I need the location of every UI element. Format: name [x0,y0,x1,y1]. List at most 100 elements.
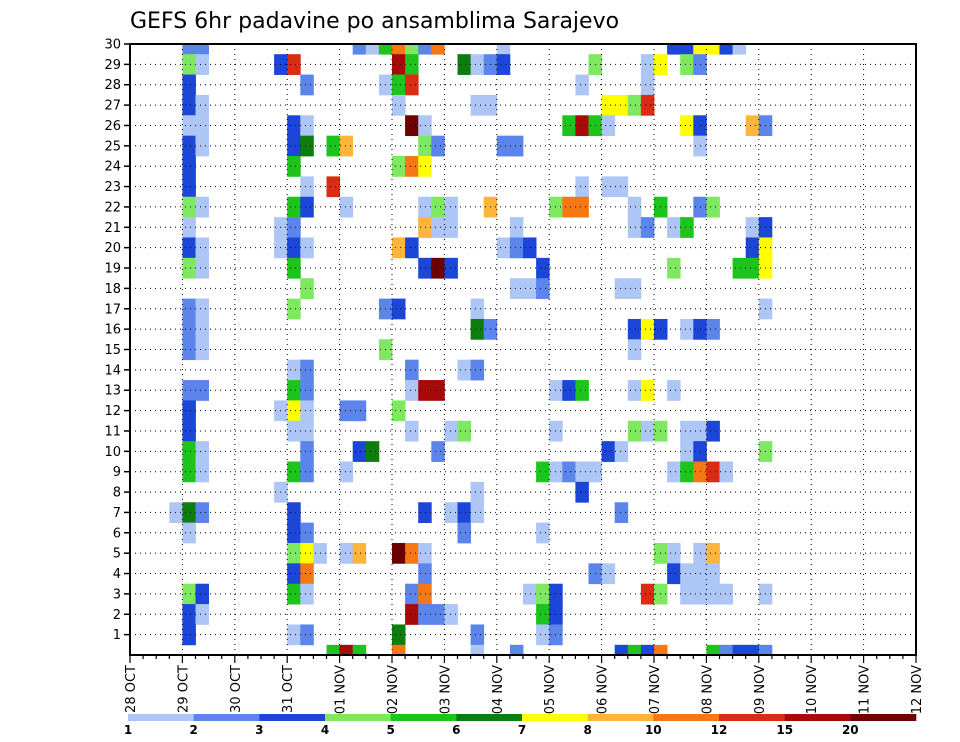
precip-cell [182,237,196,259]
precip-cell [287,542,301,564]
precip-cell [745,257,760,279]
precip-cell [431,217,445,238]
precip-cell [575,74,589,96]
precip-cell [300,74,314,96]
precip-cell [457,420,471,442]
precip-cell [418,583,432,605]
precip-cell [706,318,720,340]
precip-cell [523,237,537,259]
precip-cell [431,135,445,157]
y-tick-label: 2 [113,608,121,623]
precip-cell [392,74,406,96]
precip-cell [418,156,432,177]
y-tick-label: 19 [104,262,121,277]
x-tick-label: 11 NOV [858,665,873,714]
precip-cell [562,115,576,137]
precip-cell [405,74,419,96]
precip-cell [352,44,367,55]
colorbar-label: 1 [124,723,132,737]
precip-cell [287,298,301,320]
colorbar-swatch [653,714,720,721]
precip-cell [392,298,406,320]
precip-cell [182,44,196,55]
precip-cell [300,237,314,259]
precip-cell [182,441,196,462]
precip-cell [431,380,445,401]
precip-cell [300,624,314,646]
colorbar-swatch [587,714,654,721]
precip-cell [195,583,209,605]
precip-cell [405,542,419,564]
precip-cell [195,380,209,401]
precip-cell [352,400,367,422]
precip-cell [680,583,694,605]
precip-cell [575,176,589,198]
y-tick-label: 3 [113,587,121,602]
precip-cell [169,502,183,524]
precip-cell [418,502,432,524]
precip-cell [287,400,301,422]
precip-cell [405,44,419,55]
precip-cell [300,115,314,137]
y-tick-label: 16 [104,323,121,338]
precip-cell [457,502,471,524]
y-tick-label: 4 [113,567,121,582]
x-tick-label: 08 NOV [700,665,715,714]
precip-cell [509,278,524,299]
precip-cell [640,644,655,656]
precip-cell [732,257,747,279]
precip-cell [300,359,314,381]
precip-cell [627,339,642,361]
precip-cell [470,94,485,116]
x-tick-label: 30 OCT [229,665,244,713]
precip-cell [470,502,485,524]
precip-cell [562,196,576,218]
precip-cell [745,115,760,137]
y-tick-label: 1 [113,628,121,643]
chart-title: GEFS 6hr padavine po ansamblima Sarajevo [130,9,619,34]
precip-cell [300,522,314,544]
precip-cell [287,359,301,381]
colorbar-swatch [456,714,523,721]
precip-cell [719,583,733,605]
precip-cell [523,583,537,605]
colorbar-swatch [390,714,457,721]
precip-cell [732,644,747,656]
precip-cell [627,318,642,340]
precip-cell [706,420,720,442]
precip-cell [444,196,458,218]
precip-cell [287,115,301,137]
precip-cell [418,115,432,137]
colorbar-swatch [128,714,194,721]
precip-cell [470,318,485,340]
precip-cell [182,115,196,137]
y-tick-label: 15 [104,343,121,358]
precip-cell [195,115,209,137]
precip-cell [496,44,511,55]
precip-cell [182,461,196,483]
y-tick-label: 12 [104,404,121,419]
precip-cell [431,441,445,462]
precip-cell [680,441,694,462]
precip-cell [536,522,550,544]
precip-cell [457,54,471,75]
precip-cell [745,644,760,656]
precip-cell [287,217,301,238]
colorbar-swatch [850,714,917,721]
precip-cell [326,135,340,157]
precip-cell [195,44,209,55]
precip-cell [627,380,642,401]
precip-cell [195,196,209,218]
precip-cell [287,522,301,544]
precip-cell [575,461,589,483]
precip-cell [470,359,485,381]
precip-cell [405,583,419,605]
precip-cell [418,135,432,157]
precip-cell [182,94,196,116]
precip-cell [182,339,196,361]
precip-cell [195,339,209,361]
precip-cell [614,441,629,462]
precip-cell [667,563,681,585]
precip-cell [680,318,694,340]
colorbar-swatch [522,714,588,721]
